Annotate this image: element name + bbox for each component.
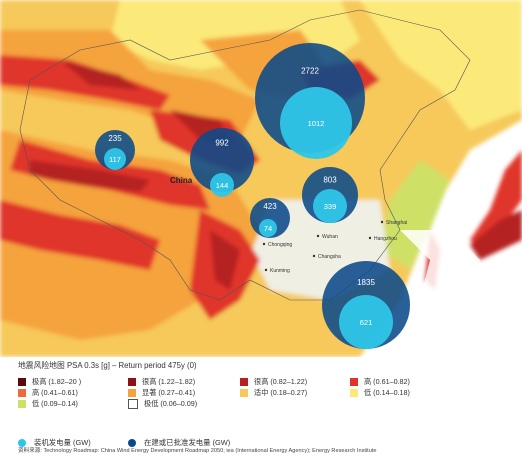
legend-swatch — [350, 389, 358, 397]
capacity-label: 在建或已批准发电量 (GW) — [144, 438, 231, 447]
city-dot — [312, 254, 316, 258]
city-dot — [368, 236, 372, 240]
city-dot — [262, 242, 266, 246]
installed-capacity-label: 144 — [216, 181, 229, 190]
approved-capacity-bubble — [190, 128, 254, 192]
source-note: 资料来源: Technology Roadmap: China Wind Ene… — [18, 448, 377, 454]
city-label: Changsha — [318, 254, 341, 260]
map-canvas: 235 117 992 144 2722 1012 803 339 423 74 1835 621 C… — [0, 0, 522, 357]
installed-capacity-label: 621 — [360, 318, 373, 327]
legend-item: 高 (0.41–0.61) — [18, 388, 78, 398]
capacity-dot — [128, 438, 136, 447]
city-dot — [264, 268, 268, 272]
installed-capacity-bubble — [280, 87, 352, 159]
legend-label: 很高 (1.22–1.82) — [142, 377, 196, 386]
city-label: Wuhan — [322, 234, 338, 240]
installed-capacity-label: 339 — [324, 202, 337, 211]
sea-area — [360, 230, 480, 357]
legend-item: 低 (0.09–0.14) — [18, 399, 78, 409]
installed-capacity-bubble — [104, 148, 126, 170]
city-label: Hangzhou — [374, 236, 397, 242]
city-label: Shanghai — [386, 220, 407, 226]
legend-label: 显著 (0.27–0.41) — [142, 388, 196, 397]
legend-label: 适中 (0.18–0.27) — [254, 388, 308, 397]
legend-swatch — [128, 389, 136, 397]
capacity-legend-item: 在建或已批准发电量 (GW) — [128, 437, 230, 448]
city-labels: Chongqing Changsha Kunming Wuhan Shanghai Han… — [262, 220, 407, 274]
legend-item: 高 (0.61–0.82) — [350, 377, 410, 387]
installed-capacity-bubble — [259, 219, 277, 237]
legend-item: 很高 (0.82–1.22) — [240, 377, 307, 387]
legend-swatch — [240, 378, 248, 386]
legend-label: 很高 (0.82–1.22) — [254, 377, 308, 386]
legend-item: 极高 (1.82–20 ) — [18, 377, 81, 387]
legend-item: 很高 (1.22–1.82) — [128, 377, 195, 387]
legend-swatch — [18, 389, 26, 397]
city-label: Chongqing — [268, 242, 292, 248]
approved-capacity-label: 1835 — [357, 278, 375, 287]
city-label: Kunming — [270, 268, 290, 274]
legend-label: 极高 (1.82–20 ) — [32, 377, 82, 386]
legend-swatch — [240, 389, 248, 397]
capacity-bubbles: 235 117 992 144 2722 1012 803 339 423 74 1835 621 — [95, 43, 410, 349]
legend-swatch — [128, 378, 136, 386]
legend-swatch — [128, 399, 138, 409]
installed-capacity-bubble — [339, 295, 393, 349]
approved-capacity-label: 2722 — [301, 66, 319, 75]
legend-item: 适中 (0.18–0.27) — [240, 388, 307, 398]
capacity-legend-item: 装机发电量 (GW) — [18, 437, 91, 448]
legend-swatch — [350, 378, 358, 386]
approved-capacity-label: 803 — [323, 175, 337, 184]
installed-capacity-label: 117 — [109, 155, 121, 164]
city-dot — [380, 220, 384, 224]
country-border — [19, 9, 471, 301]
installed-capacity-label: 1012 — [308, 119, 325, 128]
capacity-dot — [18, 438, 26, 447]
city-dot — [316, 234, 320, 238]
installed-capacity-bubble — [313, 189, 347, 223]
legend-label: 低 (0.14–0.18) — [364, 388, 410, 397]
approved-capacity-label: 992 — [215, 139, 229, 148]
legend-swatch — [18, 378, 26, 386]
legend-item: 低 (0.14–0.18) — [350, 388, 410, 398]
legend-title: 地震风险地图 PSA 0.3s [g] – Return period 475y… — [18, 361, 197, 370]
approved-capacity-label: 235 — [108, 134, 122, 143]
legend-label: 低 (0.09–0.14) — [32, 399, 78, 408]
country-label: China — [170, 176, 193, 185]
installed-capacity-label: 74 — [264, 224, 272, 233]
legend-swatch — [18, 400, 26, 408]
seismic-risk-map: 235 117 992 144 2722 1012 803 339 423 74 1835 621 C… — [0, 0, 522, 357]
legend-label: 极低 (0.06–0.09) — [144, 399, 198, 408]
legend-item: 显著 (0.27–0.41) — [128, 388, 195, 398]
legend-item: 极低 (0.06–0.09) — [128, 399, 197, 409]
legend-label: 高 (0.41–0.61) — [32, 388, 78, 397]
approved-capacity-label: 423 — [263, 202, 277, 211]
capacity-label: 装机发电量 (GW) — [34, 438, 91, 447]
legend-label: 高 (0.61–0.82) — [364, 377, 410, 386]
installed-capacity-bubble — [210, 173, 234, 197]
